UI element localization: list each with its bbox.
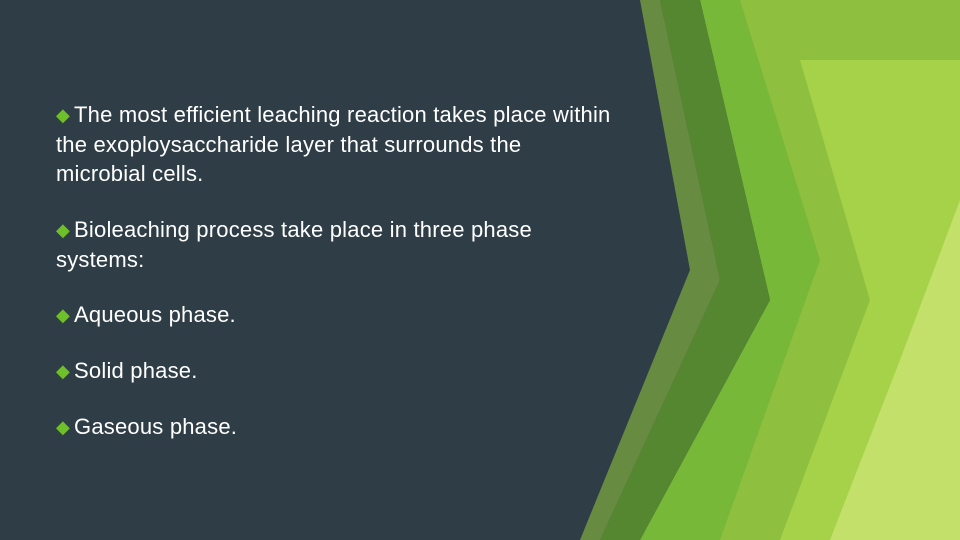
list-item: ◆Aqueous phase.	[56, 300, 616, 330]
list-item: ◆Bioleaching process take place in three…	[56, 215, 616, 274]
diamond-bullet-icon: ◆	[56, 415, 70, 439]
list-item-text: Aqueous phase.	[74, 302, 236, 327]
diamond-bullet-icon: ◆	[56, 103, 70, 127]
diamond-bullet-icon: ◆	[56, 303, 70, 327]
list-item: ◆Solid phase.	[56, 356, 616, 386]
bullet-list: ◆The most efficient leaching reaction ta…	[56, 100, 616, 468]
diamond-bullet-icon: ◆	[56, 359, 70, 383]
list-item: ◆Gaseous phase.	[56, 412, 616, 442]
list-item-text: Solid phase.	[74, 358, 198, 383]
slide: ◆The most efficient leaching reaction ta…	[0, 0, 960, 540]
list-item-text: The most efficient leaching reaction tak…	[56, 102, 610, 186]
list-item-text: Gaseous phase.	[74, 414, 237, 439]
list-item-text: Bioleaching process take place in three …	[56, 217, 532, 272]
diamond-bullet-icon: ◆	[56, 218, 70, 242]
list-item: ◆The most efficient leaching reaction ta…	[56, 100, 616, 189]
